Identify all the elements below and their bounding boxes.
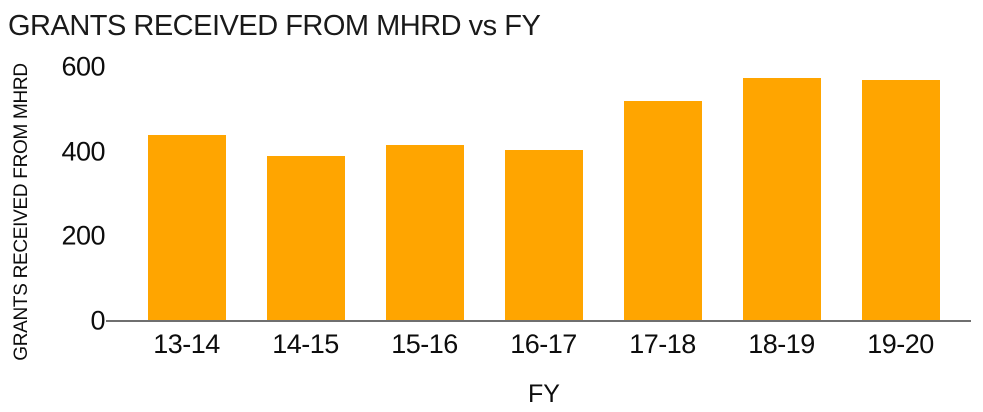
y-axis-title: GRANTS RECEIVED FROM MHRD — [11, 63, 32, 361]
bar-19-20 — [861, 79, 940, 321]
chart-title: GRANTS RECEIVED FROM MHRD vs FY — [8, 10, 541, 42]
y-tick-label: 600 — [61, 51, 105, 82]
bar-15-16 — [385, 145, 464, 321]
x-tick-label: 14-15 — [272, 329, 339, 359]
y-tick-label: 0 — [90, 305, 105, 336]
bar-18-19 — [742, 77, 821, 321]
bar-16-17 — [504, 149, 583, 321]
x-axis-line — [106, 320, 971, 322]
bar-13-14 — [147, 134, 226, 321]
x-tick-label: 16-17 — [510, 329, 577, 359]
x-axis-title: FY — [528, 380, 560, 408]
x-tick-label: 18-19 — [748, 329, 815, 359]
bar-17-18 — [623, 101, 702, 321]
x-tick-label: 17-18 — [629, 329, 696, 359]
x-tick-label: 19-20 — [867, 329, 934, 359]
y-tick-label: 200 — [61, 220, 105, 251]
y-tick-label: 400 — [61, 136, 105, 167]
x-tick-label: 13-14 — [153, 329, 220, 359]
bar-14-15 — [266, 156, 345, 321]
x-tick-label: 15-16 — [391, 329, 458, 359]
